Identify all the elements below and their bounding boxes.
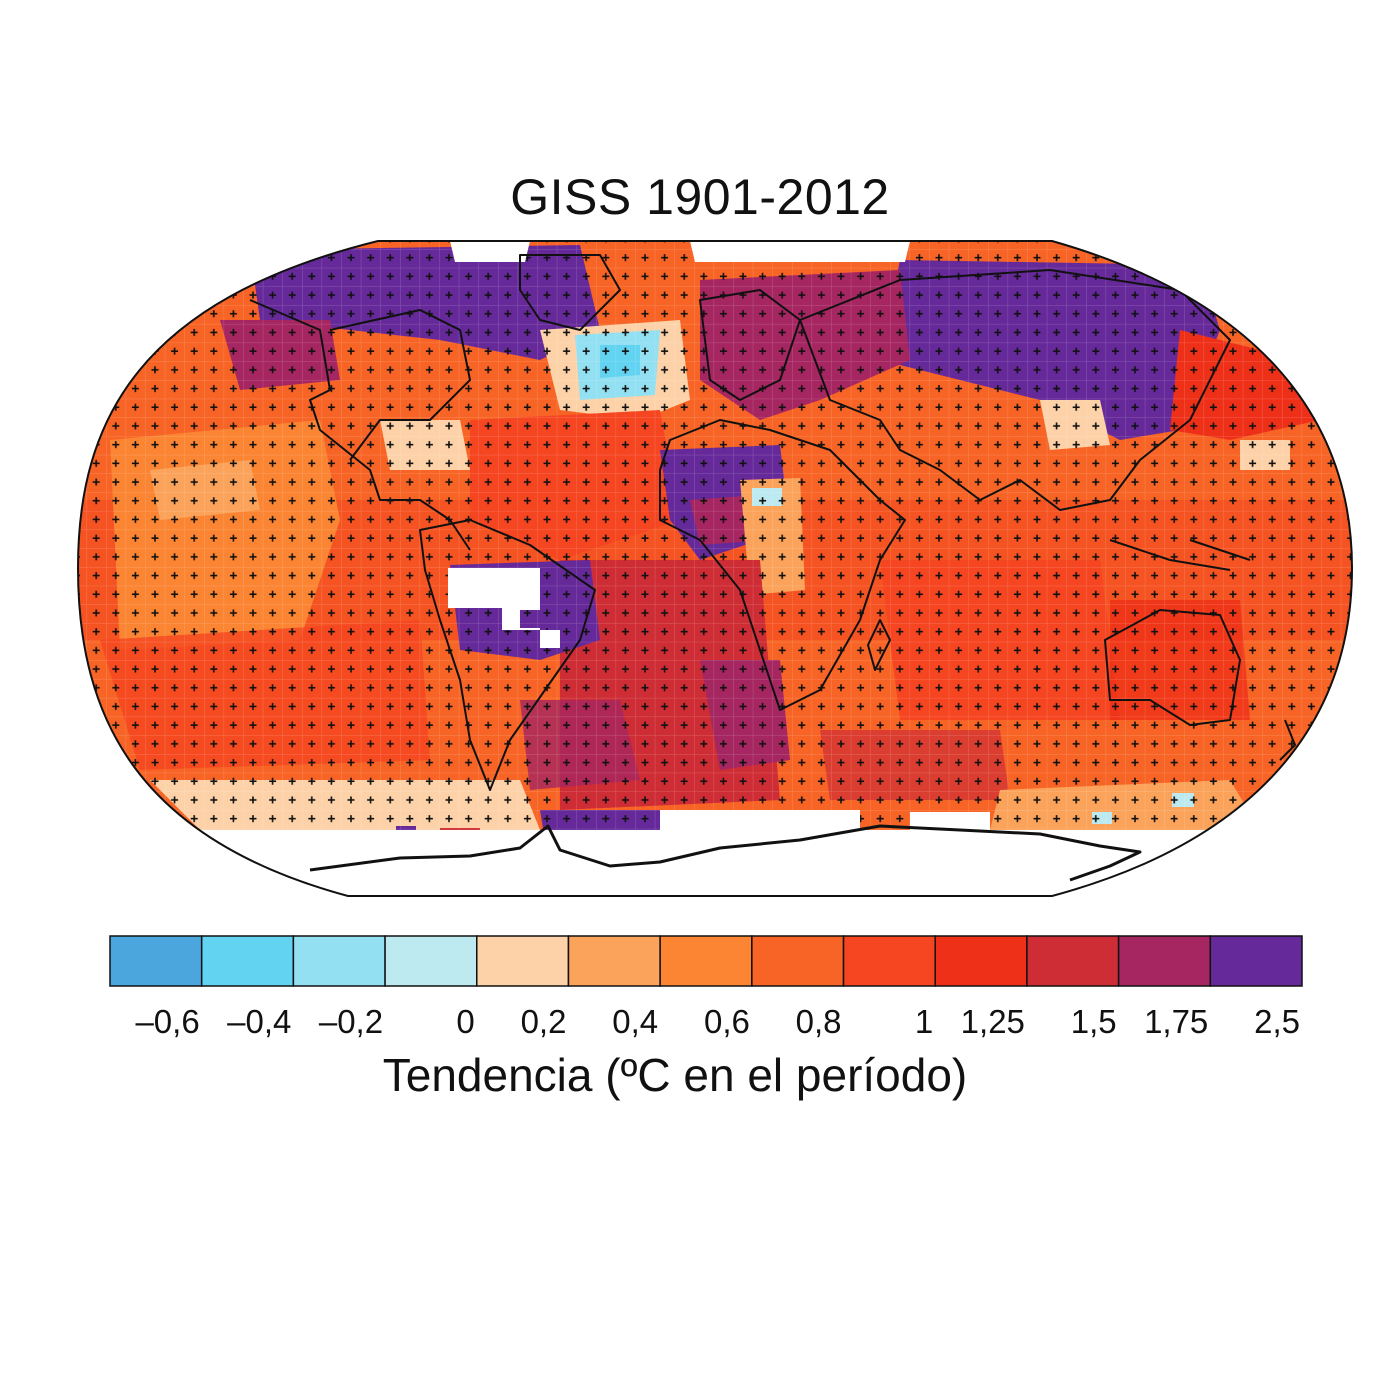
colorbar-bin	[751, 935, 845, 987]
colorbar-bin	[1026, 935, 1120, 987]
no-data-amazon	[448, 568, 560, 648]
colorbar-bin	[1117, 935, 1212, 987]
colorbar-bin	[292, 935, 386, 987]
colorbar-bin	[567, 935, 661, 987]
colorbar-tick-label: 1,5	[1071, 1003, 1117, 1040]
colorbar-tick-label: 2,5	[1254, 1003, 1300, 1040]
coastlines	[249, 254, 1296, 882]
colorbar-bins	[109, 935, 1303, 987]
colorbar-tick-label: 0,4	[612, 1003, 658, 1040]
colorbar-tick-label: 0,6	[704, 1003, 750, 1040]
no-data-arctic-2	[690, 241, 910, 262]
temperature-trend-map	[77, 240, 1353, 897]
no-data-antarctica	[200, 830, 1290, 896]
coast-madagascar	[867, 619, 891, 671]
coast-south-america	[419, 519, 596, 791]
colorbar-bin	[934, 935, 1028, 987]
colorbar-title: Tendencia (ºC en el período)	[382, 1049, 968, 1101]
coast-antarctica	[309, 824, 1142, 882]
colorbar-tick-label: –0,2	[319, 1003, 383, 1040]
colorbar-bin	[1209, 935, 1303, 987]
coast-africa-europe	[659, 289, 906, 711]
colorbar-tick-label: 1,75	[1144, 1003, 1208, 1040]
colorbar-bin	[200, 935, 295, 987]
no-data-arctic-1	[450, 241, 530, 262]
coast-greenland	[519, 254, 621, 331]
colorbar-tick-label: 1	[915, 1003, 933, 1040]
coast-asia	[799, 269, 1231, 511]
coast-north-america	[249, 299, 471, 551]
colorbar-bin	[109, 935, 203, 987]
colorbar-tick-label: –0,4	[227, 1003, 291, 1040]
no-data-ross	[660, 810, 860, 832]
colorbar-tick-labels: –0,6 –0,4 –0,2 0 0,2 0,4 0,6 0,8 1 1,25 1,5 1,75 2,5	[135, 1003, 1300, 1040]
colorbar-bin	[476, 935, 570, 987]
colorbar-tick-label: 0,8	[796, 1003, 842, 1040]
colorbar-bin	[659, 935, 753, 987]
coast-indonesia	[1109, 539, 1251, 571]
colorbar-tick-label: 1,25	[961, 1003, 1025, 1040]
significance-hatching	[78, 241, 1352, 840]
coast-australia	[1104, 609, 1241, 726]
colorbar-tick-label: –0,6	[135, 1003, 199, 1040]
map-title: GISS 1901-2012	[510, 169, 890, 225]
colorbar-bin	[842, 935, 936, 987]
coast-new-zealand	[1279, 719, 1296, 761]
colorbar-bin	[384, 935, 478, 987]
colorbar-tick-label: 0,2	[521, 1003, 567, 1040]
colorbar: –0,6 –0,4 –0,2 0 0,2 0,4 0,6 0,8 1 1,25 1,5 1,75 2,5	[109, 935, 1303, 1040]
colorbar-tick-label: 0	[456, 1003, 474, 1040]
missing-data-regions	[200, 241, 1290, 896]
